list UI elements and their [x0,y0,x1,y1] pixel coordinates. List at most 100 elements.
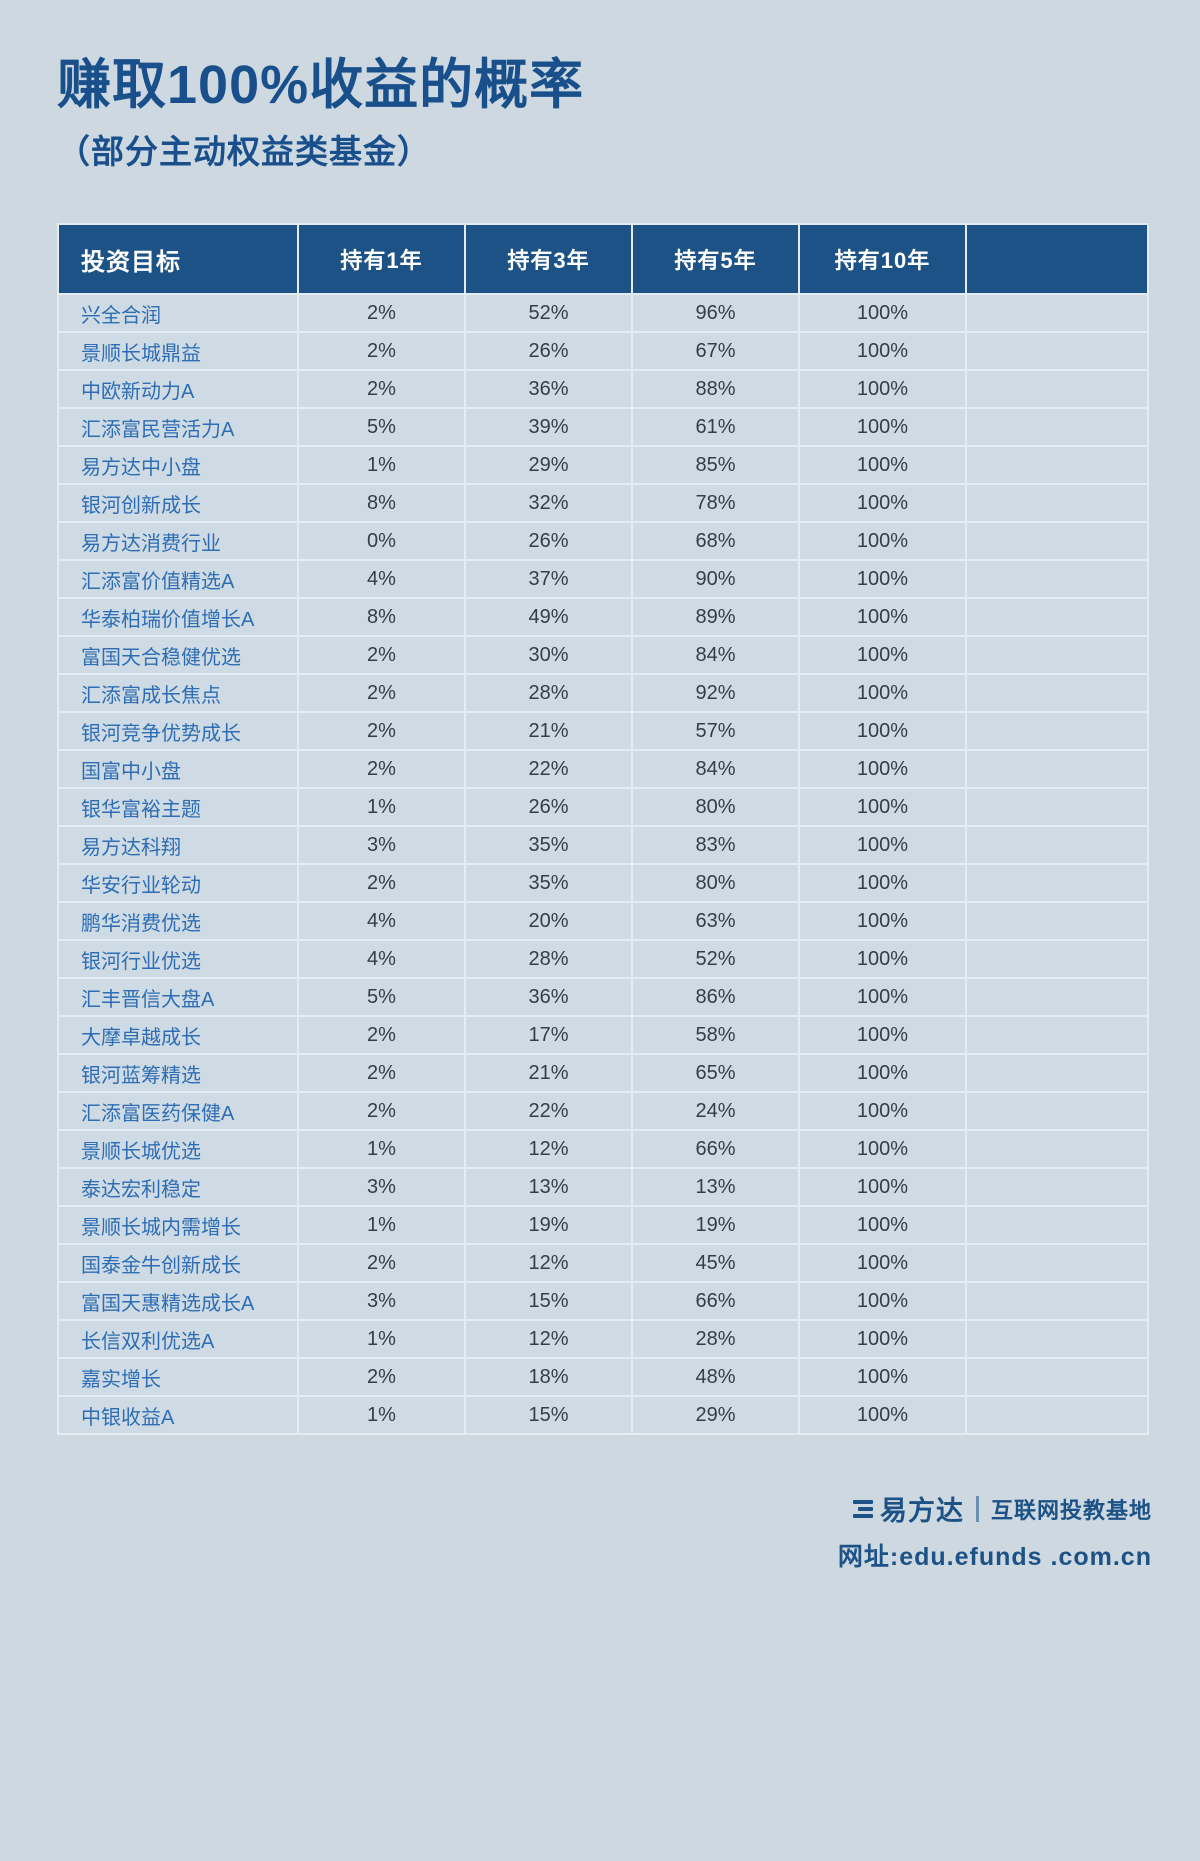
fund-name-cell: 银河竞争优势成长 [57,711,299,752]
probability-cell: 1% [297,445,466,486]
probability-cell: 58% [631,1015,800,1056]
spacer-cell [965,1281,1149,1322]
probability-cell: 2% [297,293,466,334]
probability-cell: 12% [464,1243,633,1284]
probability-cell: 68% [631,521,800,562]
probability-cell: 13% [631,1167,800,1208]
spacer-cell [965,787,1149,828]
spacer-cell [965,559,1149,600]
table-row: 景顺长城鼎益 2% 26% 67% 100% [57,331,1149,372]
probability-cell: 26% [464,331,633,372]
spacer-cell [965,1243,1149,1284]
fund-name-cell: 银河蓝筹精选 [57,1053,299,1094]
fund-name-cell: 华泰柏瑞价值增长A [57,597,299,638]
spacer-cell [965,635,1149,676]
probability-cell: 2% [297,1243,466,1284]
probability-cell: 61% [631,407,800,448]
probability-cell: 5% [297,407,466,448]
probability-cell: 80% [631,863,800,904]
probability-cell: 100% [798,1205,967,1246]
probability-cell: 18% [464,1357,633,1398]
probability-cell: 12% [464,1319,633,1360]
probability-cell: 100% [798,597,967,638]
spacer-cell [965,1129,1149,1170]
footer-brand-line: 易方达 互联网投教基地 [838,1489,1152,1528]
table-row: 国富中小盘 2% 22% 84% 100% [57,749,1149,790]
table-row: 景顺长城内需增长 1% 19% 19% 100% [57,1205,1149,1246]
probability-cell: 19% [631,1205,800,1246]
page: 赚取100%收益的概率 （部分主动权益类基金） 投资目标 持有1年 持有3年 持有5年… [57,55,1149,1436]
probability-cell: 12% [464,1129,633,1170]
probability-cell: 66% [631,1129,800,1170]
table-row: 鹏华消费优选 4% 20% 63% 100% [57,901,1149,942]
column-header-period: 持有5年 [631,223,800,296]
probability-cell: 37% [464,559,633,600]
probability-cell: 80% [631,787,800,828]
fund-name-cell: 华安行业轮动 [57,863,299,904]
probability-cell: 29% [464,445,633,486]
table-head: 投资目标 持有1年 持有3年 持有5年 持有10年 [57,223,1149,296]
probability-cell: 2% [297,1091,466,1132]
table-row: 华安行业轮动 2% 35% 80% 100% [57,863,1149,904]
fund-name-cell: 易方达科翔 [57,825,299,866]
spacer-cell [965,1205,1149,1246]
fund-name-cell: 汇添富民营活力A [57,407,299,448]
spacer-cell [965,407,1149,448]
fund-name-cell: 汇添富价值精选A [57,559,299,600]
probability-cell: 21% [464,711,633,752]
fund-name-cell: 长信双利优选A [57,1319,299,1360]
probability-cell: 100% [798,825,967,866]
spacer-cell [965,673,1149,714]
probability-cell: 92% [631,673,800,714]
probability-cell: 100% [798,1243,967,1284]
fund-name-cell: 易方达消费行业 [57,521,299,562]
spacer-cell [965,901,1149,942]
fund-name-cell: 景顺长城优选 [57,1129,299,1170]
table-row: 长信双利优选A 1% 12% 28% 100% [57,1319,1149,1360]
probability-cell: 84% [631,635,800,676]
probability-cell: 100% [798,635,967,676]
probability-cell: 36% [464,977,633,1018]
probability-cell: 100% [798,977,967,1018]
table-row: 大摩卓越成长 2% 17% 58% 100% [57,1015,1149,1056]
probability-cell: 2% [297,1015,466,1056]
probability-cell: 28% [464,939,633,980]
probability-cell: 2% [297,711,466,752]
spacer-cell [965,825,1149,866]
column-header-period: 持有3年 [464,223,633,296]
probability-cell: 90% [631,559,800,600]
footer: 易方达 互联网投教基地 网址:edu.efunds .com.cn [838,1489,1152,1573]
table-row: 汇添富医药保健A 2% 22% 24% 100% [57,1091,1149,1132]
table-row: 泰达宏利稳定 3% 13% 13% 100% [57,1167,1149,1208]
footer-divider [975,1495,979,1522]
probability-cell: 65% [631,1053,800,1094]
probability-cell: 4% [297,559,466,600]
probability-cell: 100% [798,1015,967,1056]
probability-cell: 19% [464,1205,633,1246]
brand-name: 易方达 [879,1496,964,1526]
probability-cell: 100% [798,1091,967,1132]
probability-cell: 1% [297,787,466,828]
table-row: 银河行业优选 4% 28% 52% 100% [57,939,1149,980]
probability-cell: 1% [297,1205,466,1246]
probability-cell: 100% [798,1053,967,1094]
spacer-cell [965,369,1149,410]
probability-cell: 85% [631,445,800,486]
fund-name-cell: 兴全合润 [57,293,299,334]
probability-cell: 3% [297,825,466,866]
probability-cell: 100% [798,711,967,752]
probability-cell: 67% [631,331,800,372]
spacer-cell [965,863,1149,904]
table-body: 兴全合润 2% 52% 96% 100% 景顺长城鼎益 2% 26% 67% 100% 中欧新动力A… [57,293,1149,1436]
probability-cell: 88% [631,369,800,410]
fund-name-cell: 景顺长城鼎益 [57,331,299,372]
probability-cell: 100% [798,1129,967,1170]
probability-cell: 100% [798,1395,967,1436]
probability-cell: 15% [464,1395,633,1436]
page-subtitle: （部分主动权益类基金） [57,133,431,171]
probability-cell: 22% [464,1091,633,1132]
fund-name-cell: 富国天合稳健优选 [57,635,299,676]
probability-cell: 63% [631,901,800,942]
probability-cell: 20% [464,901,633,942]
fund-name-cell: 汇添富医药保健A [57,1091,299,1132]
